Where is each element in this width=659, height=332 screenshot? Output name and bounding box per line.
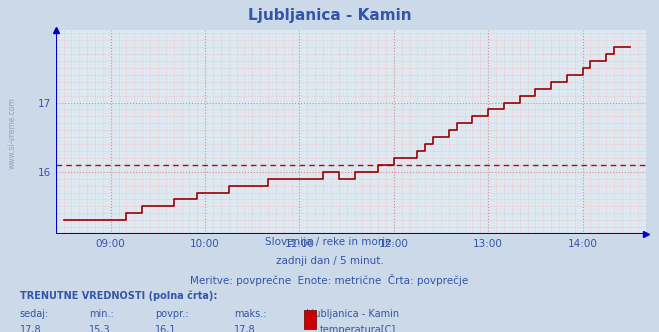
Text: maks.:: maks.: <box>234 309 266 319</box>
Text: Ljubljanica - Kamin: Ljubljanica - Kamin <box>306 309 399 319</box>
Text: TRENUTNE VREDNOSTI (polna črta):: TRENUTNE VREDNOSTI (polna črta): <box>20 290 217 301</box>
Text: sedaj:: sedaj: <box>20 309 49 319</box>
Text: 15,3: 15,3 <box>89 325 111 332</box>
Text: Ljubljanica - Kamin: Ljubljanica - Kamin <box>248 8 411 23</box>
Text: 17,8: 17,8 <box>234 325 256 332</box>
Text: min.:: min.: <box>89 309 114 319</box>
Text: povpr.:: povpr.: <box>155 309 188 319</box>
Text: www.si-vreme.com: www.si-vreme.com <box>7 97 16 169</box>
Text: zadnji dan / 5 minut.: zadnji dan / 5 minut. <box>275 256 384 266</box>
Text: 17,8: 17,8 <box>20 325 42 332</box>
Text: Slovenija / reke in morje.: Slovenija / reke in morje. <box>264 237 395 247</box>
Text: Meritve: povprečne  Enote: metrične  Črta: povprečje: Meritve: povprečne Enote: metrične Črta:… <box>190 274 469 286</box>
Text: temperatura[C]: temperatura[C] <box>320 325 396 332</box>
Text: 16,1: 16,1 <box>155 325 177 332</box>
